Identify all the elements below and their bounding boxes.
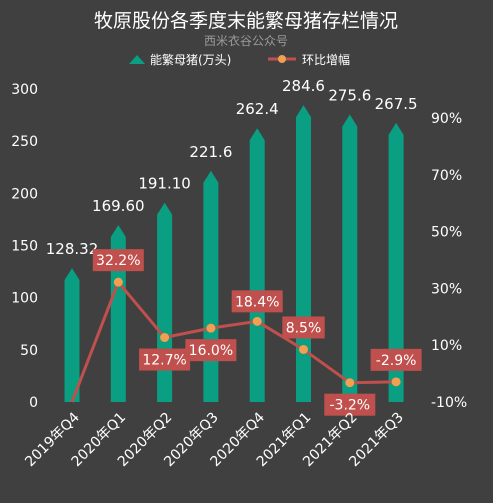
right-tick-label: 50% — [431, 225, 462, 241]
left-tick-label: 0 — [29, 395, 38, 411]
line-series — [70, 277, 401, 403]
growth-label-box — [324, 393, 376, 416]
legend-bar-marker — [129, 55, 145, 64]
bar — [157, 202, 173, 402]
right-tick-label: 70% — [431, 168, 462, 184]
legend-line-label: 环比增幅 — [302, 52, 350, 67]
bar-value-label: 267.5 — [375, 95, 418, 113]
growth-label-box — [139, 348, 191, 371]
growth-label-box — [185, 339, 237, 362]
growth-line — [70, 279, 397, 403]
bar-value-label: 275.6 — [328, 86, 371, 104]
growth-point — [252, 316, 262, 326]
growth-point — [160, 333, 170, 343]
legend-bar-label: 能繁母猪(万头) — [150, 52, 231, 67]
growth-value-label: 12.7% — [142, 353, 186, 369]
left-tick-label: 250 — [11, 134, 38, 150]
growth-value-label: 32.2% — [96, 253, 140, 269]
left-tick-label: 100 — [11, 291, 38, 307]
bar-value-label: 128.32 — [46, 240, 99, 258]
bar — [249, 128, 265, 402]
growth-label-box — [231, 290, 283, 313]
left-tick-label: 200 — [11, 186, 38, 202]
growth-point — [206, 323, 216, 333]
bar-value-label: 262.4 — [236, 100, 279, 118]
right-tick-label: 90% — [431, 111, 462, 127]
bar — [342, 114, 358, 402]
left-axis: 0 50 100 150 200 250 300 — [11, 82, 38, 411]
chart-title: 牧原股份各季度末能繁母猪存栏情况 — [94, 10, 398, 32]
bar-value-label: 169.60 — [92, 197, 145, 215]
bar — [64, 268, 80, 402]
bar-value-label: 221.6 — [189, 143, 232, 161]
bar-value-label: 284.6 — [282, 77, 325, 95]
right-tick-label: 10% — [431, 338, 462, 354]
growth-label-box — [282, 316, 325, 339]
right-axis: -10% 10% 30% 50% 70% 90% — [431, 111, 467, 411]
growth-point — [345, 378, 355, 388]
bar — [203, 170, 219, 402]
growth-label-box — [92, 249, 144, 272]
growth-point — [391, 377, 401, 387]
bar — [388, 122, 404, 403]
legend-line-dot — [278, 55, 286, 63]
growth-value-label: -3.2% — [329, 398, 370, 414]
bar — [296, 105, 311, 403]
growth-value-label: 16.0% — [189, 343, 233, 359]
line-labels: 32.2% 12.7%16.0% 18.4% 8.5% -3.2% -2.9% — [92, 249, 422, 416]
left-tick-label: 50 — [20, 343, 38, 359]
growth-value-label: -2.9% — [376, 353, 417, 369]
right-tick-label: -10% — [431, 395, 467, 411]
right-tick-label: 30% — [431, 281, 462, 297]
left-tick-label: 150 — [11, 239, 38, 255]
growth-value-label: 18.4% — [235, 294, 279, 310]
growth-point — [113, 277, 123, 287]
chart-subtitle: 西米衣谷公众号 — [204, 33, 288, 48]
growth-point — [299, 344, 308, 354]
bar-value-label: 191.10 — [138, 175, 191, 193]
growth-label-box — [370, 348, 422, 371]
x-axis: 2019年Q42020年Q12020年Q22020年Q32020年Q42021年… — [22, 409, 407, 470]
left-tick-label: 300 — [11, 82, 38, 98]
growth-value-label: 8.5% — [286, 320, 322, 336]
legend: 能繁母猪(万头) 环比增幅 — [129, 52, 350, 67]
